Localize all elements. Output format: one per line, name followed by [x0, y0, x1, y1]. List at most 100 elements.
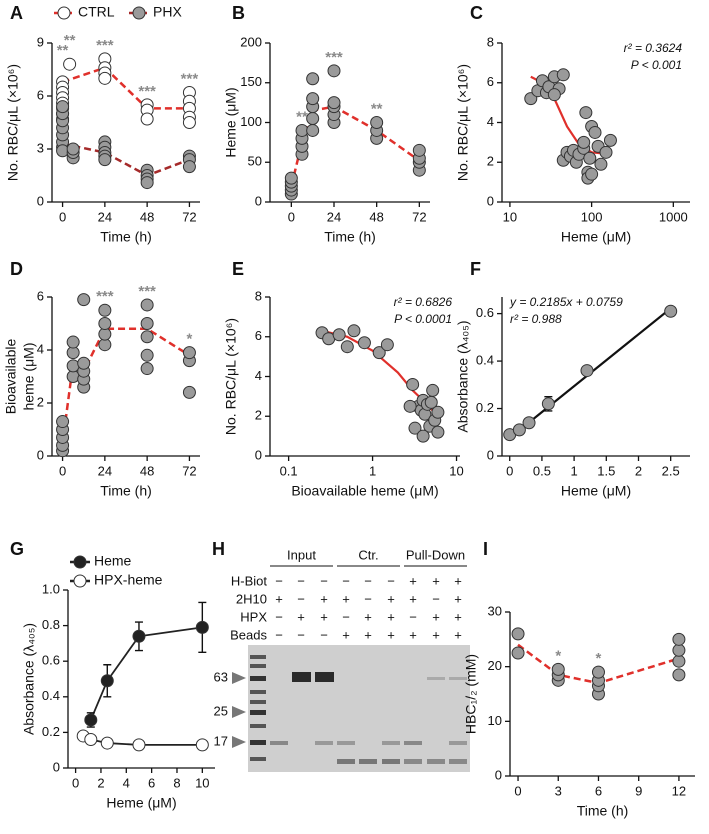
x-axis-label: Time (h) [100, 229, 152, 245]
data-point [56, 415, 70, 429]
lane-sign: + [432, 627, 440, 642]
data-point [340, 340, 354, 354]
marker-arrow [232, 672, 246, 684]
x-tick-label: 0 [506, 463, 513, 478]
data-point [588, 125, 602, 139]
y-tick-label: 3 [37, 140, 44, 155]
data-point [672, 654, 686, 668]
x-axis-label: Heme (μM) [106, 795, 176, 811]
row-label: H-Biot [231, 573, 268, 588]
data-point [541, 397, 555, 411]
y-tick-label: 0.6 [476, 305, 494, 320]
data-point [100, 674, 114, 688]
gel-band [250, 676, 266, 681]
data-point [140, 298, 154, 312]
data-point [84, 733, 98, 747]
gel-band [250, 724, 266, 728]
lane-sign: − [275, 609, 283, 624]
lane-sign: + [320, 609, 328, 624]
data-point [306, 72, 320, 86]
y-axis-label: Absorbance (λ₄₀₅) [455, 320, 471, 432]
data-point [182, 346, 196, 360]
data-point [140, 176, 154, 190]
data-point [98, 317, 112, 330]
x-tick-label: 10 [195, 775, 209, 790]
y-tick-label: 150 [240, 74, 262, 89]
x-tick-label: 0.5 [533, 463, 551, 478]
x-tick-label: 10 [503, 209, 517, 224]
data-point [522, 416, 536, 430]
data-point [98, 303, 112, 317]
lane-sign: − [275, 627, 283, 642]
data-point [585, 167, 599, 181]
x-tick-label: 72 [182, 209, 196, 224]
lane-sign: + [409, 573, 417, 588]
gel-band [404, 759, 422, 764]
lane-sign: − [320, 573, 328, 588]
y-tick-label: 0 [37, 193, 44, 208]
x-tick-label: 72 [412, 209, 426, 224]
x-tick-label: 2 [635, 463, 642, 478]
row-label: Beads [230, 627, 267, 642]
gel-band [315, 672, 334, 682]
significance-mark: *** [325, 49, 343, 66]
data-point [195, 738, 209, 752]
panel-label: G [10, 539, 24, 559]
lane-sign: + [387, 609, 395, 624]
data-point [77, 293, 91, 307]
lane-sign: + [297, 609, 305, 624]
data-point [431, 405, 445, 419]
y-axis-label: No. RBC/μL (×10⁶) [223, 318, 239, 435]
lane-sign: + [342, 591, 350, 606]
data-point [182, 160, 196, 174]
data-point [594, 157, 608, 171]
data-point [672, 643, 686, 657]
data-point [332, 328, 346, 342]
y-tick-label: 6 [37, 288, 44, 303]
x-tick-label: 0 [288, 209, 295, 224]
y-tick-label: 9 [37, 34, 44, 49]
y-tick-label: 0.4 [42, 688, 60, 703]
lane-sign: − [342, 573, 350, 588]
group-label: Pull-Down [406, 547, 465, 562]
data-point [403, 399, 417, 413]
x-tick-label: 24 [327, 209, 341, 224]
panel-label: D [10, 259, 23, 279]
x-axis-label: Bioavailable heme (μM) [291, 483, 438, 499]
significance-mark: * [596, 650, 602, 667]
legend-marker [132, 6, 146, 20]
data-point [132, 738, 146, 752]
significance-mark: ** [57, 42, 69, 59]
gel-background [248, 645, 470, 772]
annotation: P < 0.001 [631, 58, 682, 72]
panel-label: F [470, 259, 481, 279]
x-tick-label: 0 [59, 209, 66, 224]
data-point [672, 632, 686, 646]
gel-band [250, 740, 266, 745]
legend-marker [73, 574, 87, 588]
mean-line [62, 142, 190, 177]
x-tick-label: 2 [97, 775, 104, 790]
y-tick-label: 8 [487, 34, 494, 49]
lane-sign: + [409, 627, 417, 642]
y-tick-label: 0 [255, 193, 262, 208]
lane-sign: + [275, 591, 283, 606]
y-tick-label: 0.8 [42, 617, 60, 632]
y-axis-label: No. RBC/μL (×10⁶) [5, 64, 21, 181]
gel-band [404, 741, 422, 745]
data-point [512, 423, 526, 437]
gel-band [250, 700, 266, 704]
significance-mark: * [555, 647, 561, 664]
data-point [98, 153, 112, 167]
y-tick-label: 0 [53, 759, 60, 774]
data-point [306, 92, 320, 106]
significance-mark: ** [371, 100, 383, 117]
data-point [77, 356, 91, 370]
data-point [556, 68, 570, 82]
data-point [370, 116, 384, 129]
lane-sign: − [387, 573, 395, 588]
y-tick-label: 100 [240, 114, 262, 129]
gel-band [250, 664, 266, 668]
data-point [511, 646, 525, 660]
x-axis-label: Time (h) [577, 803, 629, 819]
